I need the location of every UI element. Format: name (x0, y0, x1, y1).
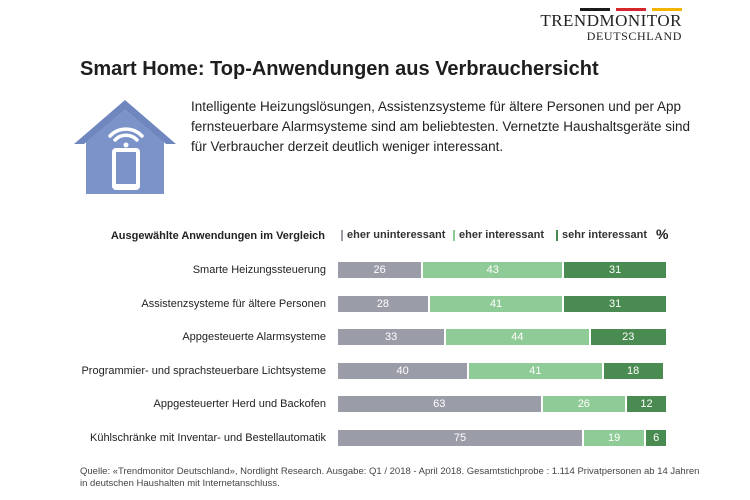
bar-segment: 41 (469, 363, 604, 379)
wifi-arc-middle (113, 133, 139, 142)
bar-row: 63 26 12 (338, 396, 666, 412)
bar-segment: 31 (564, 296, 666, 312)
bar-segment: 12 (627, 396, 666, 412)
bar-segment: 23 (590, 329, 666, 345)
category-label: Smarte Heizungssteuerung (192, 264, 326, 276)
legend-item-eher-uninteressant: eher uninteressant (341, 230, 445, 241)
flag-lines (536, 8, 682, 11)
house-roof-shape (74, 100, 176, 144)
page-title: Smart Home: Top-Anwendungen aus Verbrauc… (80, 58, 599, 80)
bar-segment: 18 (603, 363, 663, 379)
bar-segment: 31 (564, 262, 666, 278)
bar-row: 40 41 18 (338, 363, 666, 379)
brand-logo: TRENDMONITOR DEUTSCHLAND (536, 8, 682, 42)
legend-item-sehr-interessant: sehr interessant (556, 230, 647, 241)
category-label: Kühlschränke mit Inventar- und Bestellau… (89, 432, 326, 444)
bar-segment: 26 (542, 396, 628, 412)
bar-segment: 6 (646, 430, 666, 446)
bar-segment: 26 (338, 262, 424, 278)
flag-line-red (616, 8, 646, 11)
bar-row: 33 44 23 (338, 329, 666, 345)
flag-line-gold (652, 8, 682, 11)
category-label: Programmier- und sprachsteuerbare Lichts… (81, 365, 326, 377)
bar-row: 75 19 6 (338, 430, 666, 446)
bar-segment: 75 (338, 430, 584, 446)
intro-text: Intelligente Heizungslösungen, Assistenz… (191, 99, 691, 154)
bar-segment: 40 (338, 363, 470, 379)
bar-segment: 41 (429, 296, 565, 312)
bar-segment: 28 (338, 296, 430, 312)
bar-segment: 63 (338, 396, 543, 412)
wifi-dot (123, 142, 129, 148)
bar-row: 28 41 31 (338, 296, 666, 312)
wifi-arc-outer (108, 127, 144, 138)
phone-screen-shape (116, 152, 136, 184)
category-label: Appgesteuerter Herd und Backofen (153, 398, 326, 410)
brand-subtitle: DEUTSCHLAND (586, 29, 682, 43)
flag-line-black (580, 8, 610, 11)
bar-segment: 19 (584, 430, 647, 446)
brand-name: TRENDMONITOR (540, 11, 682, 30)
chart-title: Ausgewählte Anwendungen im Vergleich (110, 230, 325, 242)
category-label: Appgesteuerte Alarmsysteme (182, 331, 326, 343)
smart-home-icon (74, 100, 176, 194)
source-note: Quelle: «Trendmonitor Deutschland», Nord… (80, 466, 700, 489)
legend-item-eher-interessant: eher interessant (453, 230, 544, 241)
bar-segment: 33 (338, 329, 447, 345)
bar-segment: 43 (423, 262, 565, 278)
bar-segment: 44 (446, 329, 591, 345)
category-label: Assistenzsysteme für ältere Personen (141, 298, 326, 310)
unit-label: % (656, 226, 669, 242)
bar-row: 26 43 31 (338, 262, 666, 278)
